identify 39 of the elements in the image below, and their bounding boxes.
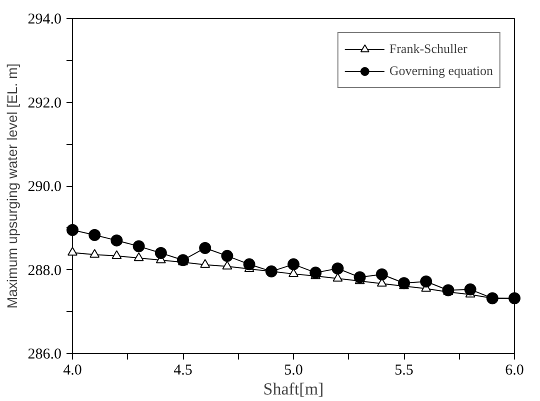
point: [110, 234, 123, 246]
y-tick-label: 294.0: [28, 12, 62, 28]
legend-label: Frank-Schuller: [389, 41, 468, 57]
point: [332, 262, 344, 274]
y-tick-label: 290.0: [28, 179, 62, 195]
x-tick-label: 5.5: [394, 362, 414, 378]
y-tick-label: 288.0: [28, 262, 62, 279]
y-tick-label: 292.0: [28, 95, 62, 112]
x-tick-label: 4.0: [63, 362, 82, 378]
point: [508, 292, 520, 304]
legend-label: Governing equation: [389, 63, 493, 79]
point: [90, 248, 100, 258]
point: [354, 271, 366, 284]
point: [199, 242, 212, 254]
point: [68, 246, 78, 256]
x-axis-title: Shaft[m]: [263, 380, 324, 398]
y-tick-label: 286.0: [28, 346, 62, 362]
x-tick-label: 5.0: [284, 362, 303, 378]
point: [243, 258, 256, 270]
point: [376, 268, 388, 280]
point: [132, 240, 145, 252]
point: [88, 229, 101, 241]
point: [310, 266, 322, 279]
point: [288, 258, 300, 270]
x-tick-label: 6.0: [505, 362, 524, 378]
point: [464, 283, 476, 296]
point: [66, 224, 78, 236]
point: [420, 275, 432, 288]
x-tick-label: 4.5: [174, 362, 192, 378]
point: [134, 252, 144, 262]
y-axis-title: Maximum upsurging water level [EL. m]: [4, 63, 20, 309]
point: [112, 250, 122, 260]
point: [200, 259, 210, 268]
point: [221, 250, 234, 262]
point: [154, 247, 167, 259]
point: [332, 272, 343, 282]
point: [177, 254, 189, 266]
point: [398, 277, 410, 290]
point: [222, 260, 232, 270]
